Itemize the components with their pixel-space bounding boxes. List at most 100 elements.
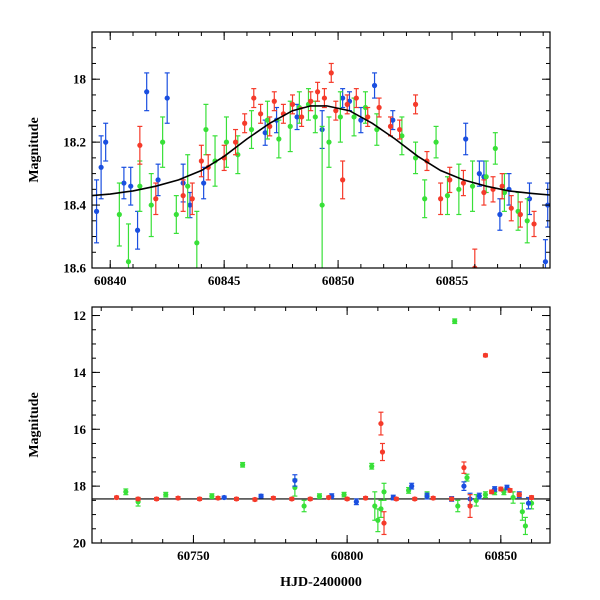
bottom-axis-ticks: 60750 60800 60850 12 14 16 18 20 (73, 307, 550, 563)
data-point (464, 475, 470, 481)
data-point (430, 495, 436, 501)
bottom-point-blue-11 (476, 492, 482, 500)
bottom-point-red-13 (362, 495, 369, 501)
bottom-point-blue-2 (292, 474, 298, 487)
data-point (326, 494, 332, 501)
data-point (381, 520, 387, 526)
data-point (492, 145, 498, 152)
data-point (289, 496, 295, 502)
top-point-blue-24 (497, 198, 503, 231)
top-point-red-38 (517, 201, 523, 228)
data-point (340, 177, 346, 183)
data-point (362, 495, 369, 501)
bottom-point-red-10 (307, 496, 313, 502)
data-point (203, 126, 209, 133)
top-point-red-19 (328, 62, 334, 83)
top-plot-area (92, 62, 550, 268)
data-point (262, 130, 268, 136)
bottom-point-green-8 (341, 491, 347, 498)
bottom-point-green-20 (482, 491, 489, 499)
bottom-point-green-9 (369, 462, 375, 470)
top-point-green-13 (264, 100, 271, 140)
data-point (517, 211, 523, 218)
bottom-point-red-15 (379, 442, 386, 462)
bottom-point-red-27 (516, 492, 522, 498)
data-point (264, 117, 271, 123)
top-point-red-10 (258, 103, 264, 124)
bottom-plot-area (92, 318, 550, 536)
data-point (301, 503, 307, 509)
bottom-ytick-label: 18 (73, 479, 87, 494)
bottom-point-red-16 (381, 511, 387, 536)
data-point (232, 139, 239, 145)
top-point-red-35 (490, 176, 496, 203)
data-point (271, 98, 277, 104)
bottom-point-green-18 (464, 473, 470, 482)
top-ytick-label: 18.4 (63, 198, 86, 213)
data-point (378, 506, 384, 512)
data-point (116, 211, 122, 218)
bottom-point-red-24 (488, 489, 495, 495)
top-point-red-24 (365, 106, 371, 128)
top-point-green-27 (422, 179, 428, 219)
bottom-point-red-5 (215, 495, 221, 501)
data-point (469, 183, 476, 189)
top-point-red-1 (153, 182, 159, 216)
bottom-point-red-12 (344, 496, 350, 502)
data-point (180, 193, 186, 199)
bottom-point-blue-6 (409, 482, 415, 490)
top-series-blue (93, 72, 550, 268)
top-point-red-30 (438, 182, 444, 216)
data-point (248, 126, 255, 133)
data-point (187, 202, 193, 208)
bottom-point-green-11 (375, 508, 381, 533)
top-point-red-15 (299, 106, 305, 128)
data-point (397, 126, 403, 133)
data-point (412, 496, 418, 502)
bottom-point-green-25 (522, 516, 529, 536)
data-point (294, 114, 300, 120)
top-point-blue-4 (128, 166, 134, 206)
data-point (516, 492, 522, 498)
data-point (292, 477, 298, 484)
top-model-curve (92, 105, 550, 197)
data-point (144, 89, 150, 95)
top-point-red-32 (460, 169, 467, 197)
data-point (531, 221, 537, 227)
bottom-point-green-10 (372, 491, 378, 521)
top-point-blue-22 (476, 160, 482, 187)
data-point (488, 489, 495, 495)
data-point (344, 496, 350, 502)
bottom-series-red (113, 352, 535, 536)
top-point-red-12 (271, 91, 277, 112)
data-point (155, 177, 161, 183)
bottom-point-red-9 (289, 496, 295, 502)
data-point (461, 465, 467, 471)
data-point (287, 123, 293, 129)
bottom-point-green-12 (378, 499, 384, 519)
data-point (240, 462, 246, 468)
bottom-data-layer (92, 318, 550, 536)
data-point (258, 111, 264, 117)
data-point (221, 494, 227, 501)
data-point (525, 500, 532, 506)
data-point (499, 183, 505, 189)
data-point (319, 202, 325, 208)
data-point (175, 495, 181, 501)
bottom-point-green-16 (452, 318, 458, 325)
bottom-point-red-19 (430, 495, 436, 501)
bottom-point-blue-15 (525, 496, 532, 510)
top-point-red-3 (189, 182, 195, 216)
top-point-red-31 (447, 166, 453, 194)
data-point (528, 494, 535, 501)
top-point-blue-21 (463, 122, 469, 156)
data-point (387, 123, 394, 129)
top-point-green-19 (319, 125, 325, 268)
top-point-green-6 (185, 154, 191, 219)
top-point-red-2 (180, 179, 186, 212)
data-point (299, 114, 305, 120)
bottom-point-blue-0 (221, 494, 227, 501)
data-point (409, 483, 415, 489)
data-point (399, 133, 405, 139)
